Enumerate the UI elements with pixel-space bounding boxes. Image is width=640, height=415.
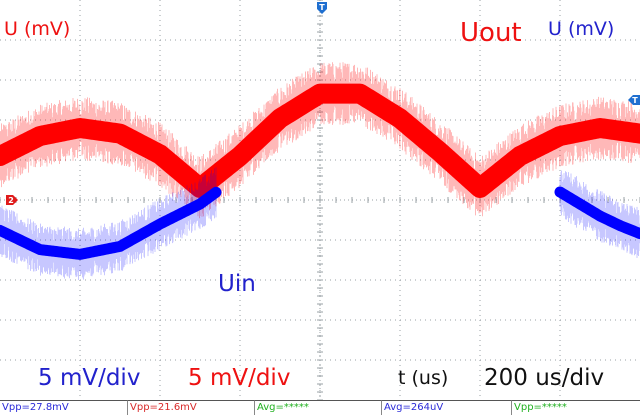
u-mv-left-label: U (mV): [4, 18, 71, 40]
trace-uin: [0, 186, 222, 260]
trace-uin: [554, 186, 640, 240]
trigger-level-marker-shape: [628, 95, 640, 105]
measurement-vpp-2: Vpp=*****: [511, 400, 640, 415]
ch2-offset-marker-shape: [6, 195, 18, 205]
ch2-scale-label: 5 mV/div: [188, 365, 291, 391]
trigger-position-marker[interactable]: T: [317, 2, 327, 14]
timebase-label: 200 us/div: [484, 365, 605, 391]
measurement-ch1-vpp: Vpp=27.8mV: [0, 400, 127, 415]
trigger-level-marker-label: T: [632, 96, 638, 105]
trigger-position-marker-label: T: [319, 3, 325, 12]
measurement-avg-1: Avg=*****: [254, 400, 381, 415]
time-axis-label: t (us): [398, 367, 449, 389]
ch1-scale-label: 5 mV/div: [38, 365, 141, 391]
uout-label: Uout: [460, 18, 522, 48]
measurement-ch1-avg: Avg=264uV: [381, 400, 511, 415]
ch2-offset-marker-label: 2: [8, 196, 14, 205]
waveform-plot: T T 2: [0, 0, 640, 401]
trigger-position-marker-shape: [317, 2, 327, 14]
measurement-ch2-vpp: Vpp=21.6mV: [127, 400, 254, 415]
u-mv-right-label: U (mV): [548, 18, 615, 40]
uin-label: Uin: [218, 271, 256, 297]
ch2-offset-marker[interactable]: 2: [6, 195, 18, 205]
trace-uout: [0, 83, 640, 198]
oscilloscope-display: T T 2 U (mV) U (mV) Uout Uin 5 mV/div 5 mV…: [0, 0, 640, 401]
trigger-level-marker[interactable]: T: [628, 95, 640, 105]
